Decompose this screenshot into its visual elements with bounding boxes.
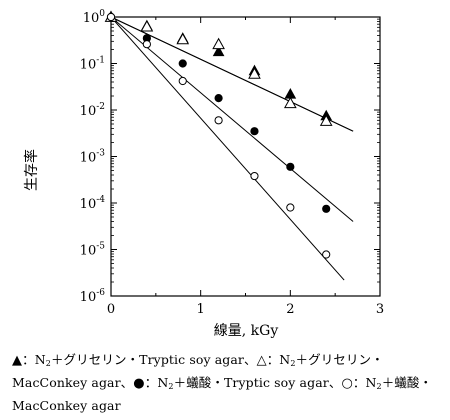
caption-text-1a: ：N [22, 352, 46, 367]
figure-caption: ▲：N2＋グリセリン・Tryptic soy agar、△：N2＋グリセリン・M… [12, 350, 442, 415]
data-point-open-circle [286, 203, 295, 212]
y-tick-label: 100 [83, 9, 106, 26]
data-markers [104, 10, 333, 259]
data-point-open-circle [214, 116, 223, 125]
fit-lines [110, 16, 354, 281]
data-point-open-triangle [140, 20, 154, 32]
caption-text-4a: ：N [352, 375, 377, 390]
caption-text-4b: ＋蟻酸・MacConkey agar [12, 375, 433, 413]
caption-sub-1: 2 [45, 359, 51, 368]
y-tick-labels: 100 10-1 10-2 10-3 10-4 10-5 10-6 [80, 9, 106, 305]
data-point-open-circle [250, 171, 259, 181]
plot-frame [110, 16, 381, 297]
data-point-filled-circle [250, 127, 259, 136]
fit-line [110, 16, 354, 222]
data-point-open-circle [142, 40, 151, 49]
x-tick-label: 3 [376, 302, 384, 317]
data-point-filled-circle [214, 94, 223, 103]
data-point-filled-triangle [212, 45, 225, 57]
survival-chart: 0 1 2 3 100 10-1 10-2 10-3 10-4 10-5 10-6 線量, kGy… [23, 9, 384, 339]
x-tick-label: 1 [197, 302, 205, 317]
axis-ticks [110, 16, 381, 297]
data-point-open-circle [106, 12, 116, 22]
y-axis-label: 生存率 [23, 149, 40, 191]
caption-sub-3: 2 [168, 382, 174, 391]
caption-text-3a: ：N [144, 375, 169, 390]
open-triangle-icon: △ [256, 353, 267, 368]
filled-circle-icon: ● [133, 376, 145, 391]
data-point-open-circle [322, 250, 331, 259]
data-point-filled-circle [178, 59, 187, 68]
y-tick-label: 10-6 [80, 288, 106, 305]
x-tick-label: 2 [286, 302, 294, 317]
caption-text-2b: ＋グリセリン・MacConkey agar、 [12, 352, 384, 390]
y-tick-label: 10-2 [80, 102, 105, 119]
fit-line [110, 16, 354, 132]
caption-sub-2: 2 [290, 359, 296, 368]
y-tick-label: 10-3 [80, 149, 106, 166]
x-tick-label: 0 [107, 302, 115, 317]
y-tick-label: 10-5 [80, 242, 106, 259]
caption-text-3b: ＋蟻酸・Tryptic soy agar、 [173, 375, 342, 390]
data-point-filled-circle [286, 162, 295, 171]
caption-text-1b: ＋グリセリン・Tryptic soy agar、 [50, 352, 257, 367]
data-point-open-triangle [176, 32, 190, 45]
data-point-open-triangle [212, 37, 225, 50]
x-tick-labels: 0 1 2 3 [107, 302, 384, 317]
y-tick-label: 10-4 [80, 195, 106, 212]
caption-text-2a: ：N [266, 352, 291, 367]
open-circle-icon: ○ [341, 376, 353, 391]
data-point-open-circle [178, 76, 187, 86]
fit-line [110, 16, 345, 281]
x-axis-label: 線量, kGy [214, 323, 279, 339]
data-point-open-triangle [283, 96, 297, 109]
data-point-filled-circle [322, 204, 331, 213]
data-point-open-triangle [319, 114, 333, 126]
y-tick-label: 10-1 [80, 56, 105, 73]
caption-sub-4: 2 [376, 382, 382, 391]
filled-triangle-icon: ▲ [12, 353, 23, 368]
data-point-open-triangle [248, 67, 261, 79]
